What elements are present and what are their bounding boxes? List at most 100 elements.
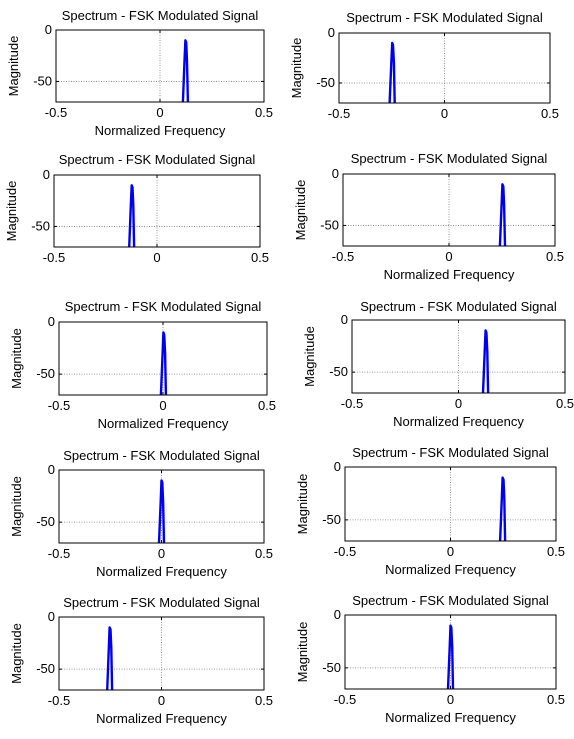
y-axis-label: Magnitude [295,622,310,683]
subplot-10: -0.5 0 0.5 0 -50 Spectrum - FSK Modulated Sig… [295,593,565,725]
subplot-3: -0.5 0 0.5 0 -50 Spectrum - FSK Modulated Sig… [4,152,269,265]
y-axis-label: Magnitude [6,36,21,97]
y-tick-label: -50 [33,73,52,88]
chart-title: Spectrum - FSK Modulated Signal [62,8,259,23]
series-line [498,183,507,247]
x-tick-label: 0 [159,398,166,413]
series-line [446,624,455,690]
y-tick-label: 0 [45,22,52,37]
y-tick-label: -50 [316,75,335,90]
y-axis-label: Magnitude [9,328,24,389]
subplot-7: -0.5 0 0.5 0 -50 Spectrum - FSK Modulated Sig… [9,448,273,579]
chart-title: Spectrum - FSK Modulated Signal [65,299,262,314]
y-tick-label: 0 [48,609,55,624]
chart-title: Spectrum - FSK Modulated Signal [352,445,549,460]
subplot-5: -0.5 0 0.5 0 -50 Spectrum - FSK Modulated Sig… [9,299,276,431]
y-axis-label: Magnitude [293,180,308,241]
chart-title: Spectrum - FSK Modulated Signal [63,595,260,610]
subplot-1: -0.5 0 0.5 0 -50 Spectrum - FSK Modulated Sig… [6,8,273,138]
x-tick-label: 0.5 [541,106,559,121]
x-tick-label: 0 [158,693,165,708]
y-tick-label: -50 [322,512,341,527]
y-axis-label: Magnitude [9,623,24,684]
x-tick-label: -0.5 [328,106,350,121]
x-tick-label: 0 [158,546,165,561]
y-axis-label: Magnitude [302,326,317,387]
x-tick-label: -0.5 [341,396,363,411]
chart-title: Spectrum - FSK Modulated Signal [63,448,260,463]
x-axis-label: Normalized Frequency [384,267,515,282]
series-line [181,39,190,103]
x-tick-label: 0.5 [547,692,565,707]
y-tick-label: -50 [36,514,55,529]
series-line [481,329,490,394]
y-tick-label: -50 [31,218,50,233]
x-tick-label: -0.5 [334,692,356,707]
x-axis-label: Normalized Frequency [95,123,226,138]
chart-title: Spectrum - FSK Modulated Signal [59,152,256,167]
x-tick-label: 0.5 [258,398,276,413]
subplot-2: -0.5 0 0.5 0 -50 Spectrum - FSK Modulated Sig… [289,10,559,121]
series-line [159,331,168,396]
y-tick-label: 0 [334,459,341,474]
chart-title: Spectrum - FSK Modulated Signal [352,593,549,608]
x-tick-label: -0.5 [48,693,70,708]
x-tick-label: 0 [153,250,160,265]
y-tick-label: -50 [329,364,348,379]
x-tick-label: -0.5 [332,249,354,264]
x-tick-label: 0 [447,544,454,559]
y-tick-label: 0 [332,166,339,181]
x-tick-label: 0.5 [255,105,273,120]
series-line [498,476,507,542]
x-tick-label: 0.5 [251,250,269,265]
plot-area [345,467,556,541]
x-tick-label: 0.5 [556,396,574,411]
x-tick-label: 0.5 [255,546,273,561]
subplot-8: -0.5 0 0.5 0 -50 Spectrum - FSK Modulated Sig… [295,445,565,577]
x-tick-label: -0.5 [45,105,67,120]
series-line [157,479,166,544]
x-axis-label: Normalized Frequency [385,562,516,577]
x-tick-label: 0 [445,249,452,264]
y-axis-label: Magnitude [9,476,24,537]
series-line [388,41,396,104]
y-tick-label: 0 [48,314,55,329]
y-tick-label: -50 [36,661,55,676]
y-axis-label: Magnitude [295,474,310,535]
x-tick-label: 0.5 [255,693,273,708]
y-tick-label: 0 [43,167,50,182]
x-tick-label: -0.5 [48,398,70,413]
x-tick-label: 0.5 [547,544,565,559]
y-tick-label: 0 [334,607,341,622]
x-axis-label: Normalized Frequency [96,564,227,579]
y-tick-label: -50 [36,366,55,381]
x-axis-label: Normalized Frequency [385,710,516,725]
x-tick-label: 0 [441,106,448,121]
x-tick-label: 0 [455,396,462,411]
x-axis-label: Normalized Frequency [393,414,524,429]
x-tick-label: -0.5 [48,546,70,561]
chart-title: Spectrum - FSK Modulated Signal [346,10,543,25]
series-line [106,626,114,691]
x-tick-label: 0.5 [546,249,564,264]
chart-title: Spectrum - FSK Modulated Signal [360,299,557,314]
y-tick-label: 0 [328,25,335,40]
x-axis-label: Normalized Frequency [98,416,229,431]
subplot-9: -0.5 0 0.5 0 -50 Spectrum - FSK Modulated Sig… [9,595,273,726]
x-tick-label: -0.5 [43,250,65,265]
x-tick-label: 0 [447,692,454,707]
y-tick-label: -50 [320,217,339,232]
y-tick-label: 0 [341,312,348,327]
subplot-6: -0.5 0 0.5 0 -50 Spectrum - FSK Modulated Sig… [302,299,574,429]
y-tick-label: -50 [322,660,341,675]
y-axis-label: Magnitude [289,38,304,99]
x-axis-label: Normalized Frequency [96,711,227,726]
x-tick-label: -0.5 [334,544,356,559]
subplot-4: -0.5 0 0.5 0 -50 Spectrum - FSK Modulated Sig… [293,151,564,282]
series-line [128,184,136,248]
y-tick-label: 0 [48,462,55,477]
chart-title: Spectrum - FSK Modulated Signal [351,151,548,166]
y-axis-label: Magnitude [4,181,19,242]
